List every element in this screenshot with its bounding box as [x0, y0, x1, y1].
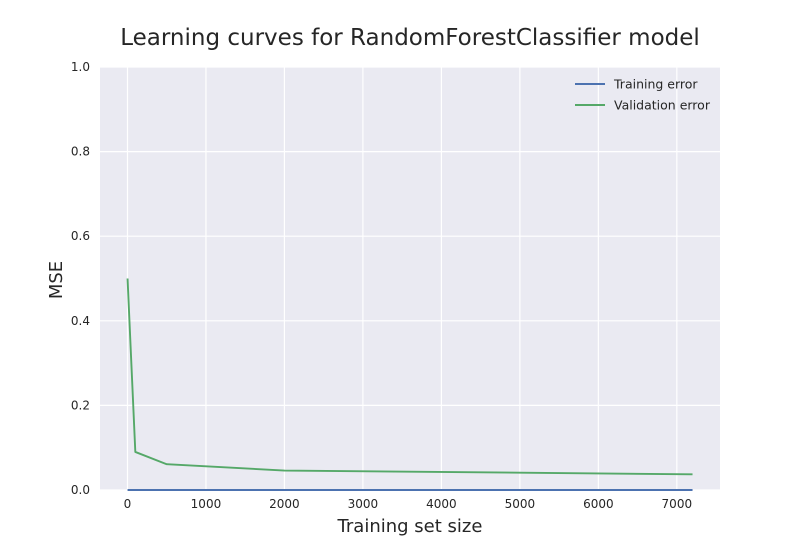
y-tick-label: 1.0	[71, 60, 90, 74]
chart-title: Learning curves for RandomForestClassifi…	[120, 25, 700, 51]
x-tick-label: 2000	[269, 497, 300, 511]
y-axis-label: MSE	[46, 261, 67, 299]
plot-area	[100, 67, 720, 490]
y-tick-labels: 0.0 0.2 0.4 0.6 0.8 1.0	[71, 60, 90, 497]
x-axis-label: Training set size	[337, 516, 483, 537]
x-tick-labels: 0 1000 2000 3000 4000 5000 6000 7000	[124, 497, 692, 511]
y-tick-label: 0.6	[71, 229, 90, 243]
y-tick-label: 0.0	[71, 483, 90, 497]
x-tick-label: 0	[124, 497, 132, 511]
x-tick-label: 3000	[348, 497, 379, 511]
series-lines	[126, 278, 693, 491]
x-tick-label: 5000	[505, 497, 536, 511]
x-tick-label: 1000	[191, 497, 222, 511]
grid-lines	[100, 66, 720, 491]
x-tick-label: 6000	[583, 497, 614, 511]
legend-label-training-error: Training error	[613, 77, 698, 92]
legend: Training error Validation error	[575, 77, 711, 113]
y-tick-label: 0.4	[71, 314, 90, 328]
y-tick-label: 0.8	[71, 145, 90, 159]
y-tick-label: 0.2	[71, 398, 90, 412]
x-tick-label: 4000	[426, 497, 457, 511]
x-tick-label: 7000	[662, 497, 693, 511]
legend-label-validation-error: Validation error	[614, 98, 711, 113]
series-line-validation-error	[126, 278, 693, 476]
